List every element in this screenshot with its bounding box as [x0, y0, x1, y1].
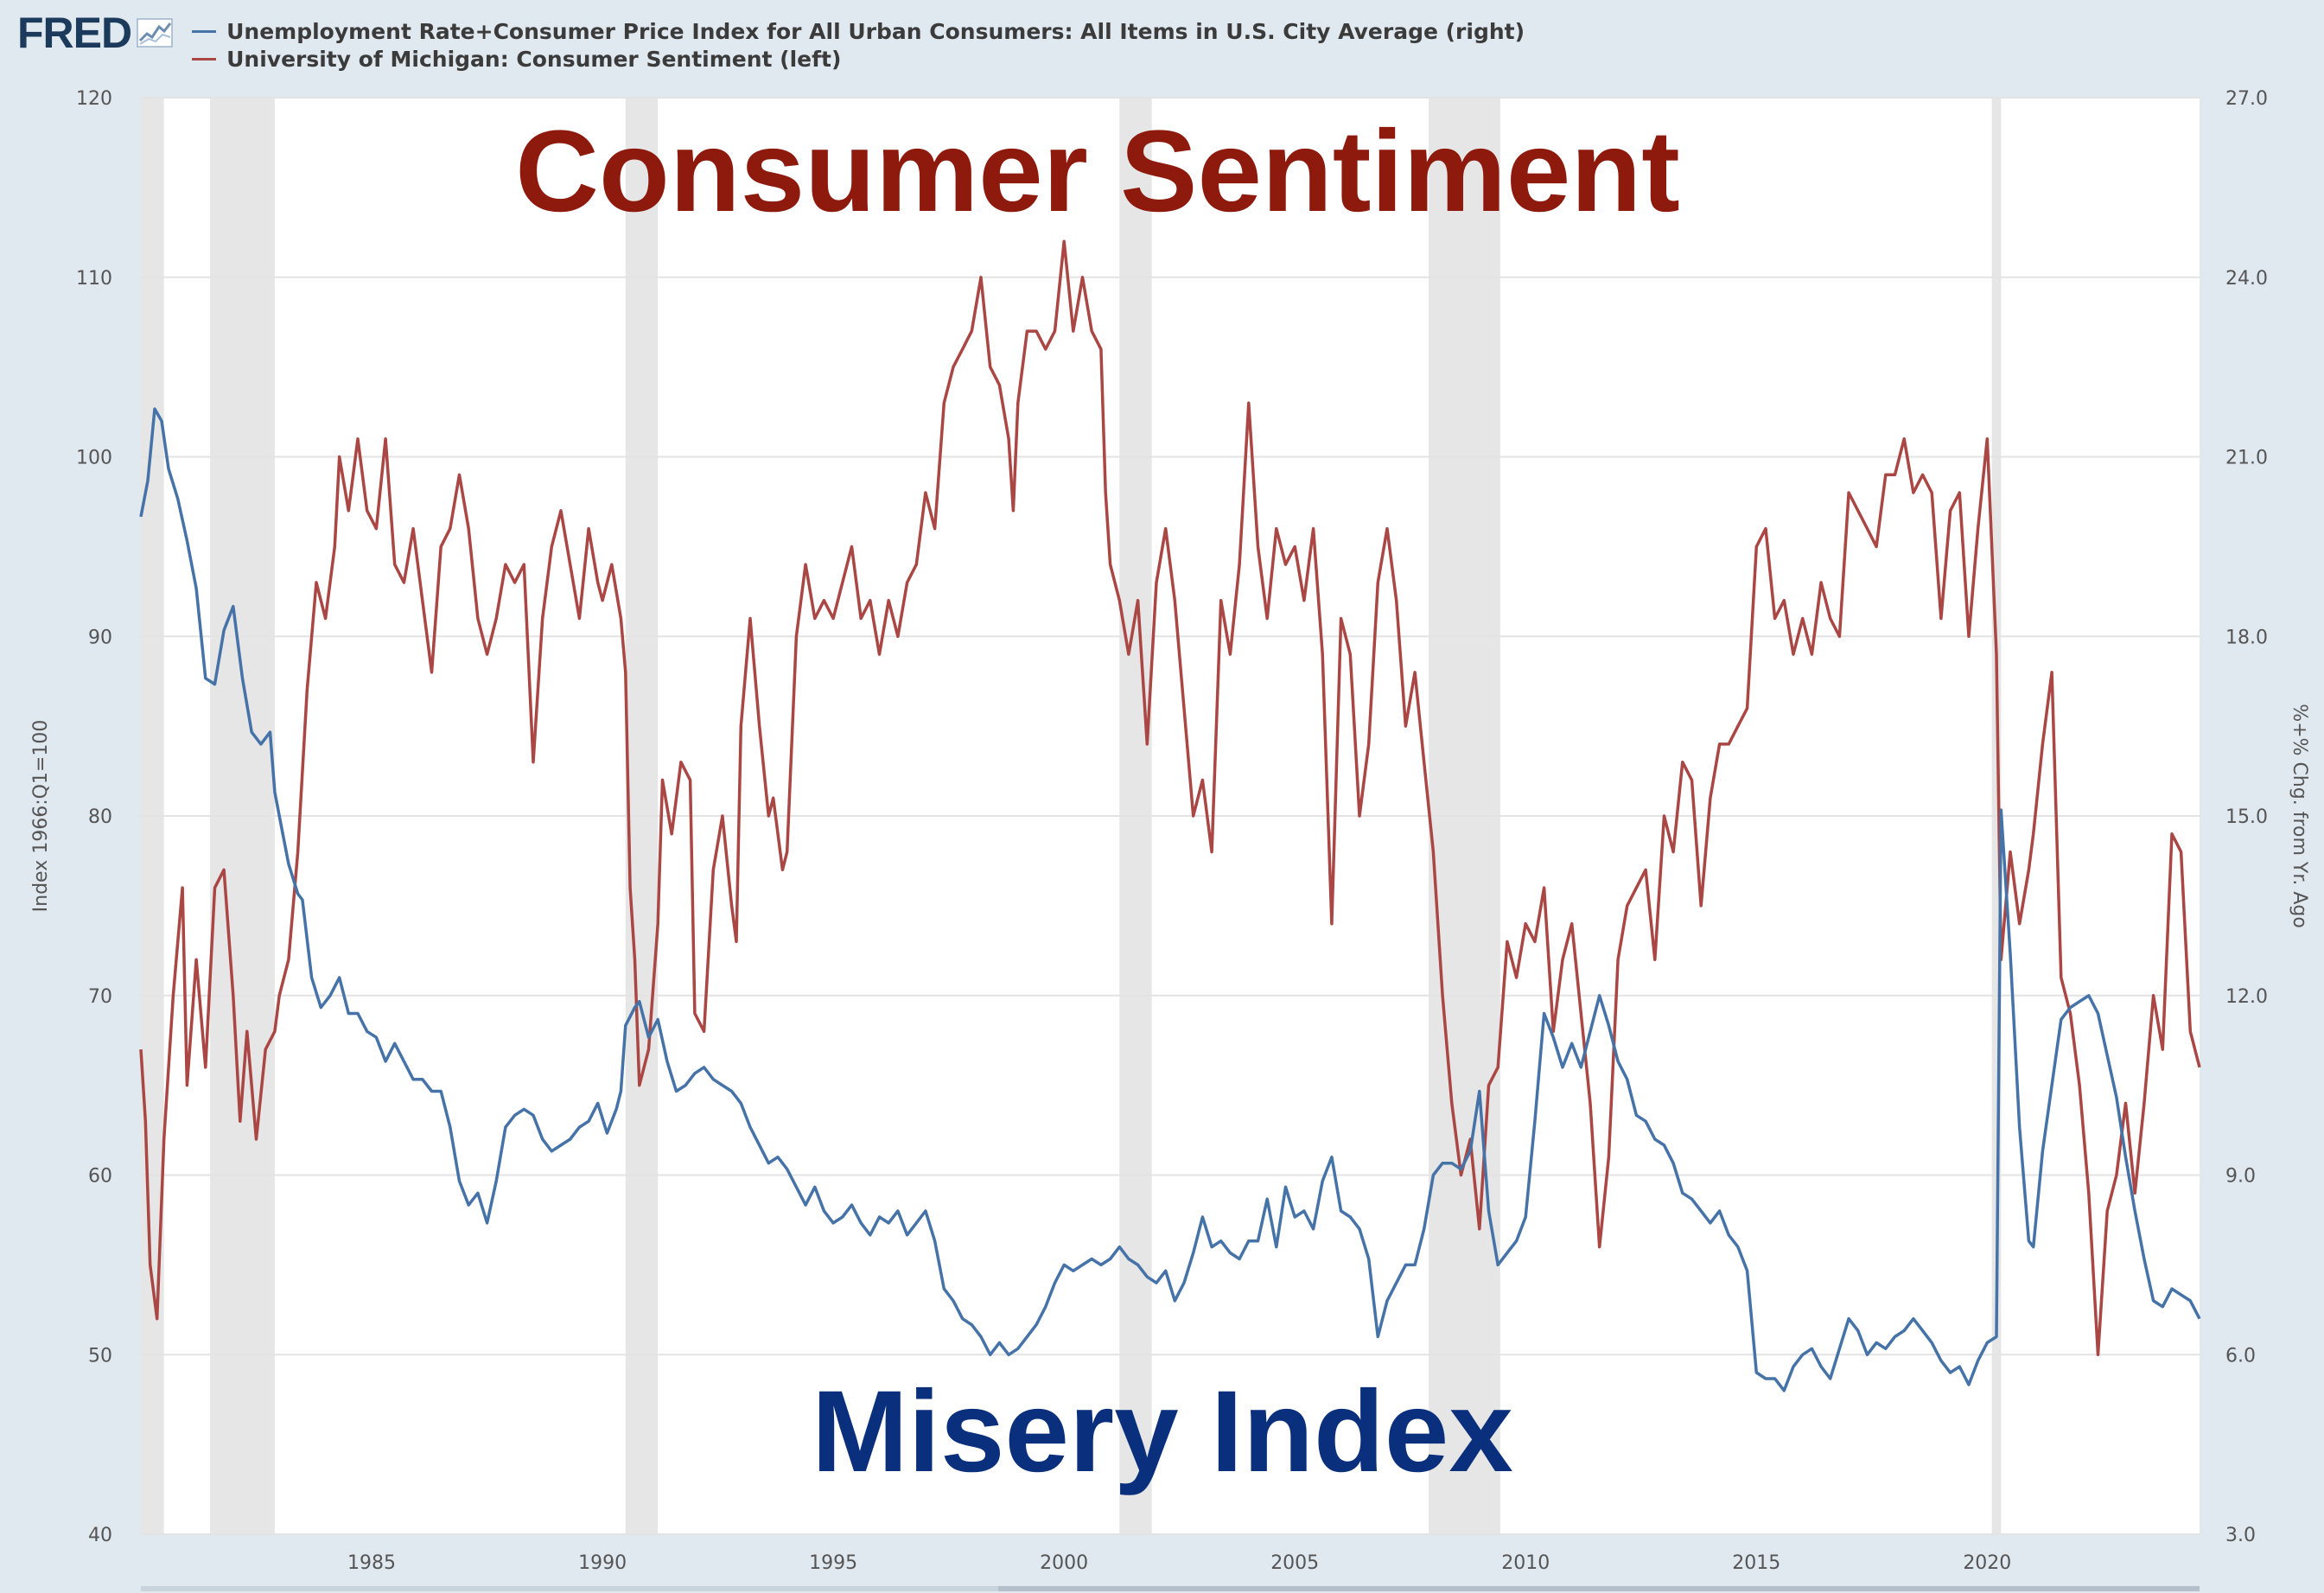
right-tick-12-0: 12.0 [2225, 986, 2268, 1008]
fred-logo[interactable]: FRED [17, 9, 173, 57]
left-tick-70: 70 [88, 986, 112, 1008]
overlay-title-misery-index: Misery Index [812, 1367, 1513, 1496]
left-axis-label: Index 1966:Q1=100 [30, 720, 52, 913]
x-tick-2005: 2005 [1270, 1552, 1319, 1574]
right-tick-27-0: 27.0 [2225, 88, 2268, 110]
left-axis-ticks: 40 50 60 70 80 90 100 110 120 [76, 88, 112, 1546]
right-tick-21-0: 21.0 [2225, 448, 2268, 469]
right-tick-3-0: 3.0 [2225, 1525, 2256, 1546]
misery-index-line [139, 407, 2201, 1392]
legend-item-consumer-sentiment[interactable]: University of Michigan: Consumer Sentime… [192, 45, 1525, 73]
x-tick-1995: 1995 [809, 1552, 857, 1574]
x-tick-2015: 2015 [1732, 1552, 1780, 1574]
right-tick-24-0: 24.0 [2225, 268, 2268, 290]
left-tick-50: 50 [88, 1345, 112, 1367]
consumer-sentiment-line [139, 239, 2201, 1357]
left-tick-40: 40 [88, 1525, 112, 1546]
x-tick-1990: 1990 [578, 1552, 627, 1574]
x-tick-2010: 2010 [1501, 1552, 1550, 1574]
x-tick-1985: 1985 [347, 1552, 396, 1574]
legend-swatch-blue [192, 29, 217, 33]
left-tick-80: 80 [88, 806, 112, 828]
right-tick-15-0: 15.0 [2225, 806, 2268, 828]
overlay-title-consumer-sentiment: Consumer Sentiment [515, 107, 1680, 236]
series-lines [139, 239, 2201, 1392]
legend-label-consumer-sentiment: University of Michigan: Consumer Sentime… [226, 46, 842, 72]
trend-line-icon [137, 18, 173, 48]
right-tick-6-0: 6.0 [2225, 1345, 2256, 1367]
left-tick-120: 120 [76, 88, 112, 110]
chart-legend: FRED Unemployment Rate+Consumer Price In… [17, 9, 1525, 73]
right-axis-ticks: 3.0 6.0 9.0 12.0 15.0 18.0 21.0 24.0 27.0 [2225, 88, 2268, 1546]
left-tick-60: 60 [88, 1166, 112, 1188]
x-tick-2020: 2020 [1963, 1552, 2011, 1574]
navigator-scrollbar-thumb[interactable] [998, 1586, 2200, 1591]
left-tick-110: 110 [76, 268, 112, 290]
legend-swatch-red [192, 57, 217, 61]
right-tick-9-0: 9.0 [2225, 1166, 2256, 1188]
x-axis-ticks: 1985 1990 1995 2000 2005 2010 2015 2020 [347, 1552, 2011, 1574]
left-tick-90: 90 [88, 627, 112, 648]
fred-logo-text: FRED [17, 9, 132, 57]
x-tick-2000: 2000 [1040, 1552, 1088, 1574]
legend-label-misery-index: Unemployment Rate+Consumer Price Index f… [226, 18, 1525, 44]
left-tick-100: 100 [76, 448, 112, 469]
right-axis-label: %+% Chg. from Yr. Ago [2289, 704, 2310, 928]
legend-item-misery-index[interactable]: Unemployment Rate+Consumer Price Index f… [192, 17, 1525, 45]
right-tick-18-0: 18.0 [2225, 627, 2268, 648]
